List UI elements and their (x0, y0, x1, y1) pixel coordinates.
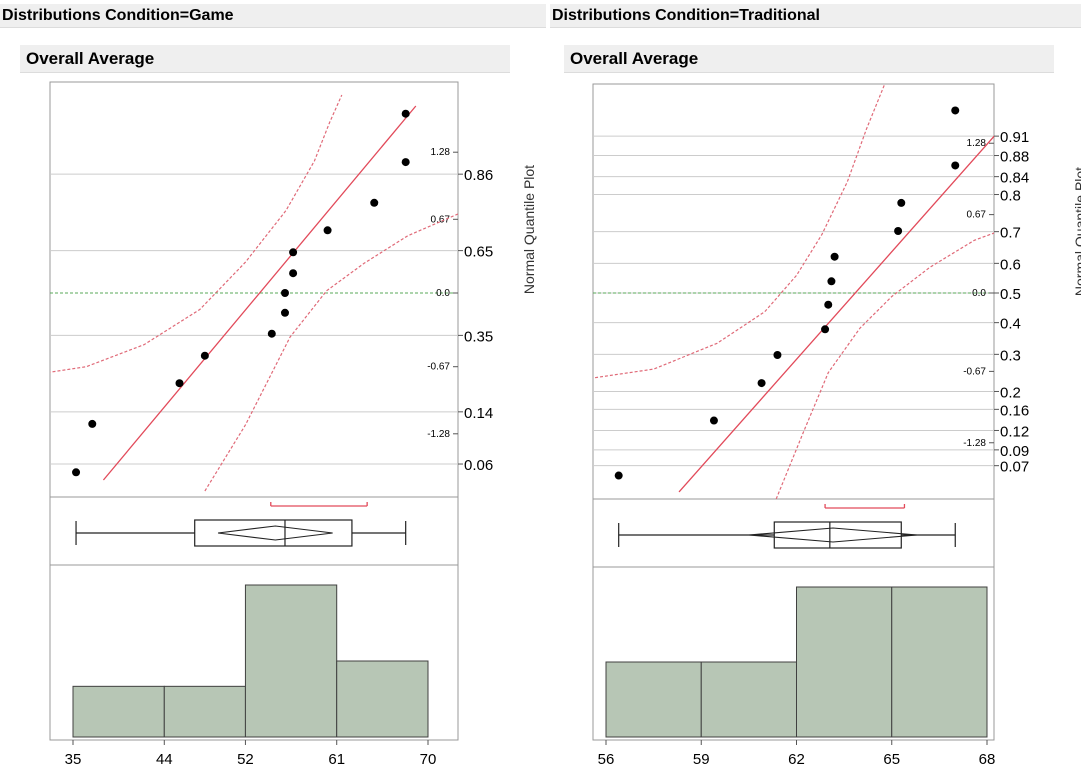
data-point (897, 198, 906, 207)
panel-title[interactable]: Distributions Condition=Game (0, 4, 546, 28)
z-tick-label: 1.28 (967, 138, 987, 149)
x-tick-label: 70 (420, 751, 437, 768)
prob-tick-label: 0.7 (1000, 225, 1021, 242)
z-tick-label: 0.67 (967, 210, 987, 221)
prob-tick-label: 0.3 (1000, 347, 1021, 364)
prob-tick-label: 0.14 (464, 405, 493, 422)
x-tick-label: 56 (598, 751, 615, 768)
quantile-plot-frame (49, 81, 459, 498)
data-point (830, 252, 839, 261)
normal-fit-line (102, 105, 417, 481)
distribution-chart-game: 0.06 0.14 0.35 0.65 0.86 -1.28 -0.67 0.0 0.67 1.2… (49, 81, 537, 768)
data-point (72, 468, 81, 477)
data-point (709, 416, 718, 425)
histogram-bar (244, 584, 338, 738)
x-tick-label: 68 (979, 751, 996, 768)
prob-tick-label: 0.88 (1000, 149, 1029, 166)
data-point (280, 289, 289, 297)
histogram-bar (891, 586, 988, 738)
x-tick-label: 35 (65, 751, 82, 768)
z-tick-label: -1.28 (427, 429, 450, 440)
z-tick-label: -0.67 (963, 366, 986, 377)
panel-game: Distributions Condition=Game Overall Ave… (0, 4, 546, 768)
histogram-bar (796, 586, 893, 738)
x-tick-label: 59 (693, 751, 710, 768)
data-point (323, 226, 332, 235)
data-point (88, 419, 97, 428)
distribution-chart-traditional: 0.070.090.120.160.20.30.40.50.60.70.80.8… (592, 83, 1081, 768)
confidence-band-upper (593, 84, 886, 379)
data-point (894, 226, 903, 235)
mean-diamond (217, 525, 333, 541)
prob-tick-label: 0.06 (464, 457, 493, 474)
prob-tick-label: 0.09 (1000, 443, 1029, 460)
prob-tick-label: 0.2 (1000, 384, 1021, 401)
data-point (773, 351, 782, 360)
data-point (827, 277, 836, 286)
prob-tick-label: 0.91 (1000, 129, 1029, 146)
x-tick-label: 65 (883, 751, 900, 768)
mean-diamond (748, 527, 918, 543)
data-point (614, 471, 623, 480)
histogram-bar (336, 660, 429, 738)
data-point (401, 158, 410, 167)
data-point (289, 269, 298, 278)
confidence-band-lower (204, 213, 458, 492)
prob-tick-label: 0.35 (464, 328, 493, 345)
z-tick-label: -0.67 (427, 362, 450, 373)
data-point (821, 325, 830, 334)
data-point (200, 351, 209, 360)
prob-tick-label: 0.12 (1000, 423, 1029, 440)
data-point (951, 161, 960, 170)
panel-traditional: Distributions Condition=Traditional Over… (550, 0, 1081, 769)
prob-tick-label: 0.6 (1000, 256, 1021, 273)
z-tick-label: 0.0 (972, 288, 986, 299)
prob-tick-label: 0.4 (1000, 316, 1021, 333)
histogram-bar (605, 661, 702, 738)
z-tick-label: 0.67 (431, 214, 451, 225)
x-tick-label: 61 (328, 751, 345, 768)
data-point (757, 379, 766, 388)
data-point (401, 109, 410, 118)
prob-tick-label: 0.8 (1000, 188, 1021, 205)
data-point (289, 248, 298, 257)
normal-quantile-plot-label: Normal Quantile Plot (521, 165, 537, 294)
variable-header[interactable]: Overall Average (564, 45, 1054, 73)
data-point (280, 308, 289, 317)
data-point (824, 300, 833, 309)
quantile-plot-frame (592, 83, 995, 500)
prob-tick-label: 0.84 (1000, 170, 1029, 187)
z-tick-label: -1.28 (963, 438, 986, 449)
histogram-bar (72, 685, 165, 738)
data-point (175, 379, 184, 388)
x-tick-label: 44 (156, 751, 173, 768)
confidence-band-upper (50, 94, 343, 373)
prob-tick-label: 0.16 (1000, 402, 1029, 419)
data-point (267, 329, 276, 338)
panel-title[interactable]: Distributions Condition=Traditional (550, 4, 1081, 28)
prob-tick-label: 0.5 (1000, 286, 1021, 303)
normal-quantile-plot-label: Normal Quantile Plot (1072, 167, 1081, 296)
z-tick-label: 0.0 (436, 288, 450, 299)
prob-tick-label: 0.86 (464, 167, 493, 184)
quartile-box (773, 521, 902, 549)
prob-tick-label: 0.07 (1000, 459, 1029, 476)
x-tick-label: 52 (237, 751, 254, 768)
x-tick-label: 62 (788, 751, 805, 768)
data-point (370, 198, 379, 207)
histogram-bar (163, 685, 246, 738)
confidence-band-lower (775, 232, 994, 499)
normal-fit-line (678, 135, 994, 493)
z-tick-label: 1.28 (431, 147, 451, 158)
histogram-bar (700, 661, 797, 738)
prob-tick-label: 0.65 (464, 244, 493, 261)
variable-header[interactable]: Overall Average (20, 45, 510, 73)
data-point (951, 106, 960, 115)
